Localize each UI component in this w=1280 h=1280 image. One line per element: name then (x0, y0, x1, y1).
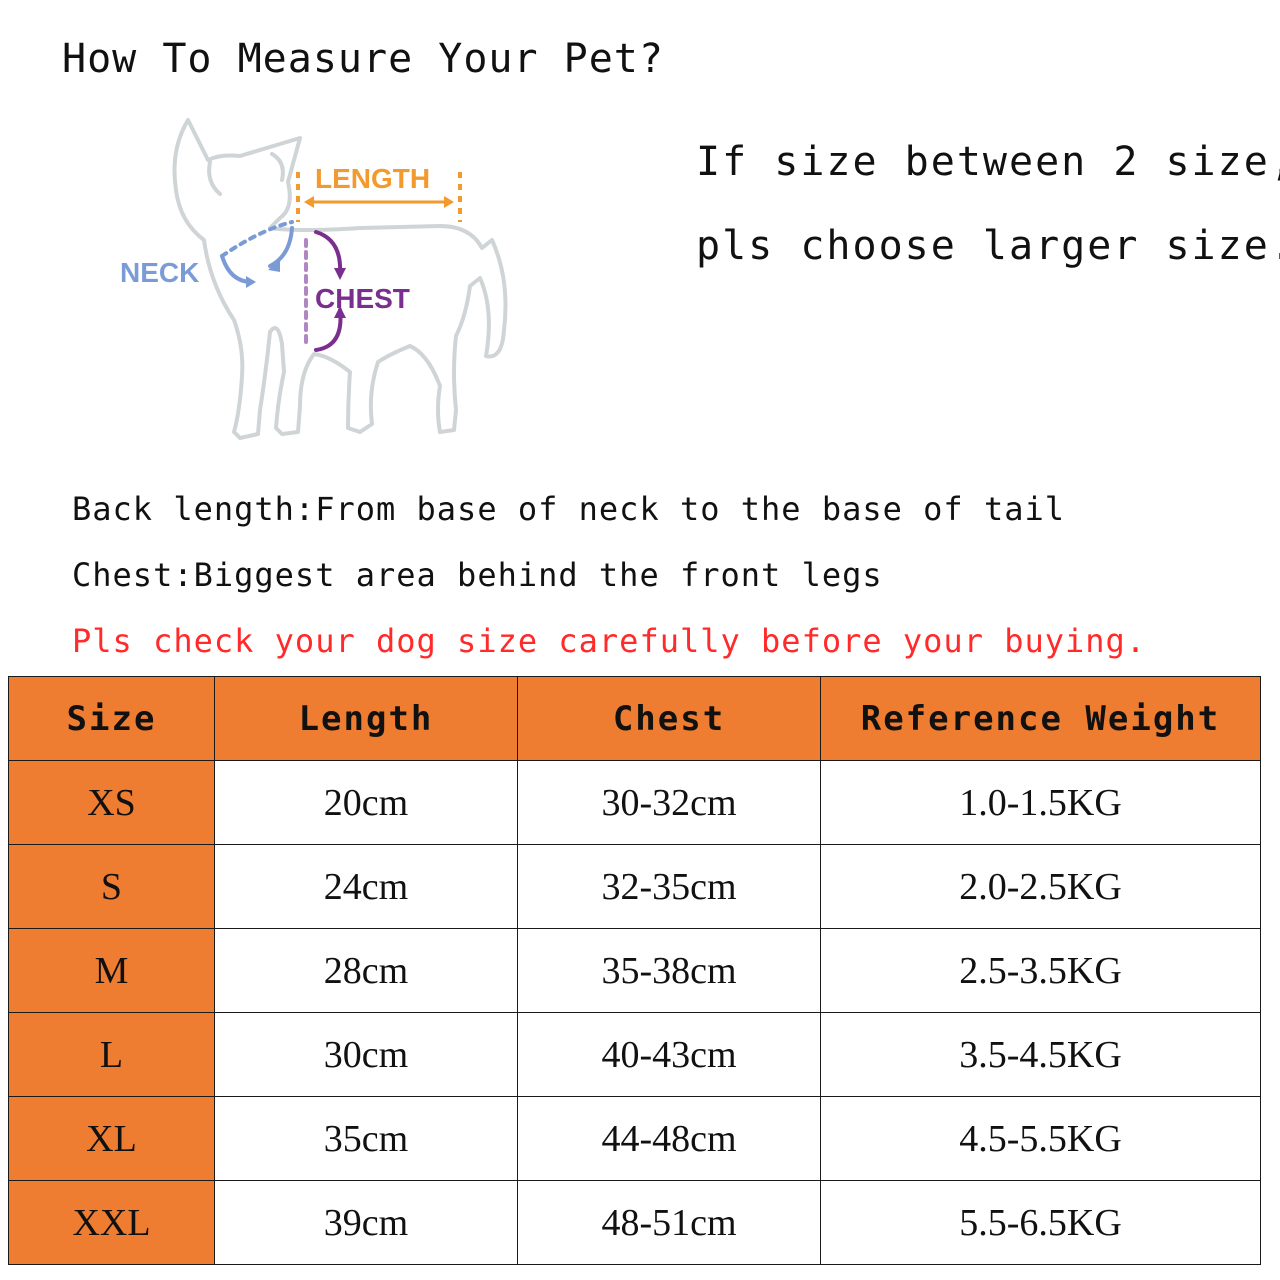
weight-cell: 2.5-3.5KG (820, 928, 1261, 1013)
length-cell: 30cm (214, 1012, 518, 1097)
chest-instruction: Chest:Biggest area behind the front legs (72, 556, 883, 594)
weight-cell: 5.5-6.5KG (820, 1180, 1261, 1265)
chest-label: CHEST (315, 283, 410, 314)
page-title: How To Measure Your Pet? (62, 36, 664, 82)
length-label: LENGTH (315, 163, 430, 194)
table-row: L 30cm 40-43cm 3.5-4.5KG (8, 1012, 1261, 1097)
table-header-row: Size Length Chest Reference Weight (8, 676, 1261, 761)
header-reference-weight: Reference Weight (820, 676, 1261, 761)
table-row: M 28cm 35-38cm 2.5-3.5KG (8, 928, 1261, 1013)
back-length-instruction: Back length:From base of neck to the bas… (72, 490, 1066, 528)
table-row: XS 20cm 30-32cm 1.0-1.5KG (8, 760, 1261, 845)
neck-measure-icon (220, 220, 294, 288)
weight-cell: 1.0-1.5KG (820, 760, 1261, 845)
weight-cell: 4.5-5.5KG (820, 1096, 1261, 1181)
size-tip: If size between 2 size, pls choose large… (696, 120, 1280, 288)
size-cell: L (8, 1012, 215, 1097)
size-cell: XL (8, 1096, 215, 1181)
size-warning: Pls check your dog size carefully before… (72, 622, 1147, 660)
chest-measure-icon (304, 230, 346, 352)
table-row: XL 35cm 44-48cm 4.5-5.5KG (8, 1096, 1261, 1181)
header-chest: Chest (517, 676, 821, 761)
length-cell: 35cm (214, 1096, 518, 1181)
chest-cell: 30-32cm (517, 760, 821, 845)
table-row: XXL 39cm 48-51cm 5.5-6.5KG (8, 1180, 1261, 1265)
size-tip-line-2: pls choose larger size. (696, 223, 1280, 269)
size-tip-line-1: If size between 2 size, (696, 139, 1280, 185)
length-cell: 39cm (214, 1180, 518, 1265)
size-cell: XS (8, 760, 215, 845)
dog-measurement-diagram: LENGTH NECK CHEST (110, 110, 530, 450)
chest-cell: 44-48cm (517, 1096, 821, 1181)
chest-cell: 40-43cm (517, 1012, 821, 1097)
size-cell: S (8, 844, 215, 929)
measurement-instructions: Back length:From base of neck to the bas… (72, 476, 1146, 674)
dog-outline-icon (172, 118, 508, 440)
weight-cell: 3.5-4.5KG (820, 1012, 1261, 1097)
length-cell: 24cm (214, 844, 518, 929)
header-length: Length (214, 676, 518, 761)
table-row: S 24cm 32-35cm 2.0-2.5KG (8, 844, 1261, 929)
neck-label: NECK (120, 257, 199, 288)
chest-cell: 32-35cm (517, 844, 821, 929)
length-cell: 20cm (214, 760, 518, 845)
weight-cell: 2.0-2.5KG (820, 844, 1261, 929)
size-cell: M (8, 928, 215, 1013)
chest-cell: 35-38cm (517, 928, 821, 1013)
length-measure-icon (296, 172, 462, 222)
size-cell: XXL (8, 1180, 215, 1265)
size-chart-table: Size Length Chest Reference Weight XS 20… (8, 676, 1261, 1265)
chest-cell: 48-51cm (517, 1180, 821, 1265)
length-cell: 28cm (214, 928, 518, 1013)
header-size: Size (8, 676, 215, 761)
